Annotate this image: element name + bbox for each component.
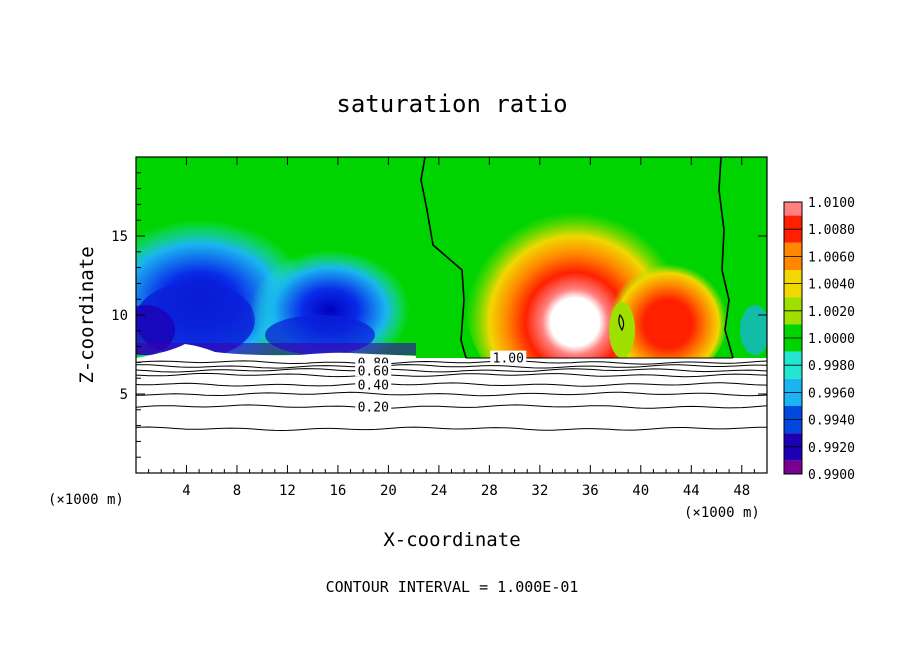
x-tick-label-44: 44 [683, 483, 700, 499]
x-tick-label-28: 28 [481, 483, 498, 499]
contour-label-0-20: 0.20 [358, 401, 389, 416]
contour-band-line [135, 368, 768, 373]
colorbar-segment [784, 419, 802, 434]
colorbar-segment [784, 215, 802, 230]
colorbar-segment [784, 283, 802, 298]
below-cloud-base [136, 358, 767, 473]
colorbar-label-6: 1.0020 [808, 305, 855, 320]
colorbar-segment [784, 229, 802, 243]
colorbar-segment [784, 256, 802, 270]
contour-label-0-40: 0.40 [358, 379, 389, 394]
contour-label-bg [355, 377, 392, 391]
contour-interval-label: CONTOUR INTERVAL = 1.000E-01 [326, 578, 579, 596]
contour-band-line [135, 404, 768, 409]
colorbar-label-3: 0.9960 [808, 386, 855, 401]
colorbar-segment [784, 406, 802, 420]
colorbar-label-1: 0.9920 [808, 441, 855, 456]
low-contour-lines [135, 360, 768, 432]
y-axis-title: Z-coordinate [76, 246, 98, 383]
colorbar-segment [784, 392, 802, 406]
colorbar-segment [784, 242, 802, 257]
colorbar: 0.9900 0.9920 0.9940 0.9960 0.9980 1.0000 1.00… [783, 196, 855, 483]
colorbar-segment [784, 433, 802, 447]
colorbar-segment [784, 338, 802, 352]
contour-band-line [135, 372, 768, 378]
y-tick-label-5: 5 [120, 387, 128, 403]
colorbar-segment [784, 446, 802, 461]
contour-label-bg [490, 350, 527, 364]
contour-label-0-60: 0.60 [358, 364, 389, 379]
x-tick-label-8: 8 [233, 483, 241, 499]
x-tick-label-36: 36 [582, 483, 599, 499]
y-axis-ticks: 5 10 15 [111, 172, 767, 458]
plot-area [136, 157, 767, 473]
x-tick-label-12: 12 [279, 483, 296, 499]
colorbar-label-9: 1.0080 [808, 223, 855, 238]
colorbar-segment [784, 365, 802, 379]
colorbar-label-5: 1.0000 [808, 332, 855, 347]
x-tick-label-32: 32 [531, 483, 548, 499]
colorbar-label-2: 0.9940 [808, 414, 855, 429]
contour-label-bg [355, 399, 392, 413]
x-tick-label-48: 48 [733, 483, 750, 499]
x-tick-label-4: 4 [182, 483, 190, 499]
colorbar-label-7: 1.0040 [808, 278, 855, 293]
x-tick-label-16: 16 [329, 483, 346, 499]
contour-band-line [135, 360, 768, 365]
contour-band-line [135, 426, 768, 432]
contour-labels: 1.000.800.600.400.20 [355, 350, 527, 416]
colorbar-segment [784, 351, 802, 366]
x-tick-label-24: 24 [430, 483, 447, 499]
chart-title: saturation ratio [336, 90, 567, 118]
y-tick-label-10: 10 [111, 308, 128, 324]
colorbar-segment [784, 202, 802, 216]
x-unit-right: (×1000 m) [684, 505, 760, 521]
colorbar-segment [784, 297, 802, 311]
contour-line-1-00 [420, 157, 734, 359]
colorbar-label-10: 1.0100 [808, 196, 855, 211]
colorbar-segment [784, 460, 802, 474]
contour-band-line [135, 364, 768, 369]
contour-band-line [135, 391, 768, 397]
colorbar-segment [784, 270, 802, 284]
x-tick-label-20: 20 [380, 483, 397, 499]
colorbar-label-0: 0.9900 [808, 468, 855, 483]
x-axis-title: X-coordinate [383, 529, 520, 551]
contour-label-1-00: 1.00 [493, 352, 524, 367]
x-axis-ticks: 4 8 12 16 20 24 28 32 36 40 44 48 [148, 157, 755, 499]
colorbar-segment [784, 324, 802, 338]
cloud-base-edge [136, 344, 416, 360]
contour-label-bg [355, 363, 392, 377]
y-tick-label-15: 15 [111, 229, 128, 245]
colorbar-label-8: 1.0060 [808, 250, 855, 265]
x-unit-left: (×1000 m) [48, 492, 124, 508]
colorbar-label-4: 0.9980 [808, 359, 855, 374]
contour-band-line [135, 382, 768, 387]
colorbar-segment [784, 378, 802, 393]
x-tick-label-40: 40 [632, 483, 649, 499]
colorbar-segment [784, 310, 802, 325]
